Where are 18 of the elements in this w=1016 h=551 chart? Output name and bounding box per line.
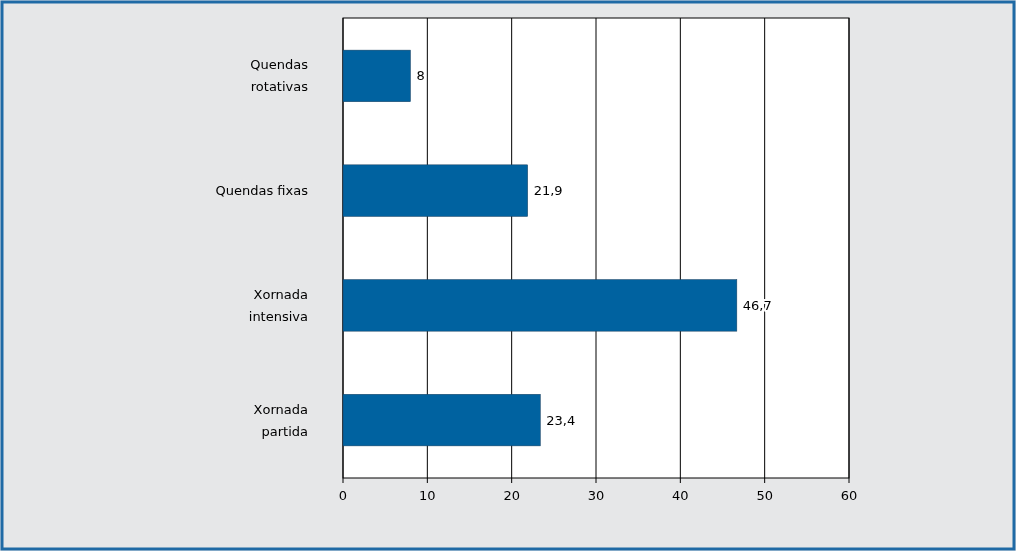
data-label: 8 [416, 68, 425, 84]
bar [342, 49, 411, 102]
x-tick-label: 20 [503, 488, 520, 503]
bar [342, 394, 541, 447]
x-tick-label: 10 [419, 488, 436, 503]
x-tick-label: 60 [840, 488, 858, 503]
x-tick-label: 40 [672, 488, 689, 503]
y-tick-label: Xornada intensiva [248, 286, 308, 324]
data-label: 21,9 [533, 183, 563, 199]
y-tick-label: Quendas rotativas [250, 57, 309, 95]
y-tick-label: Quendas fixas [215, 183, 309, 199]
bar [342, 164, 528, 217]
x-tick-label: 0 [338, 488, 348, 503]
bar [342, 279, 738, 332]
x-tick-label: 50 [756, 488, 773, 503]
data-label: 23,4 [546, 412, 576, 428]
y-tick-label: Xornada partida [253, 401, 308, 439]
x-tick-label: 30 [587, 488, 605, 503]
